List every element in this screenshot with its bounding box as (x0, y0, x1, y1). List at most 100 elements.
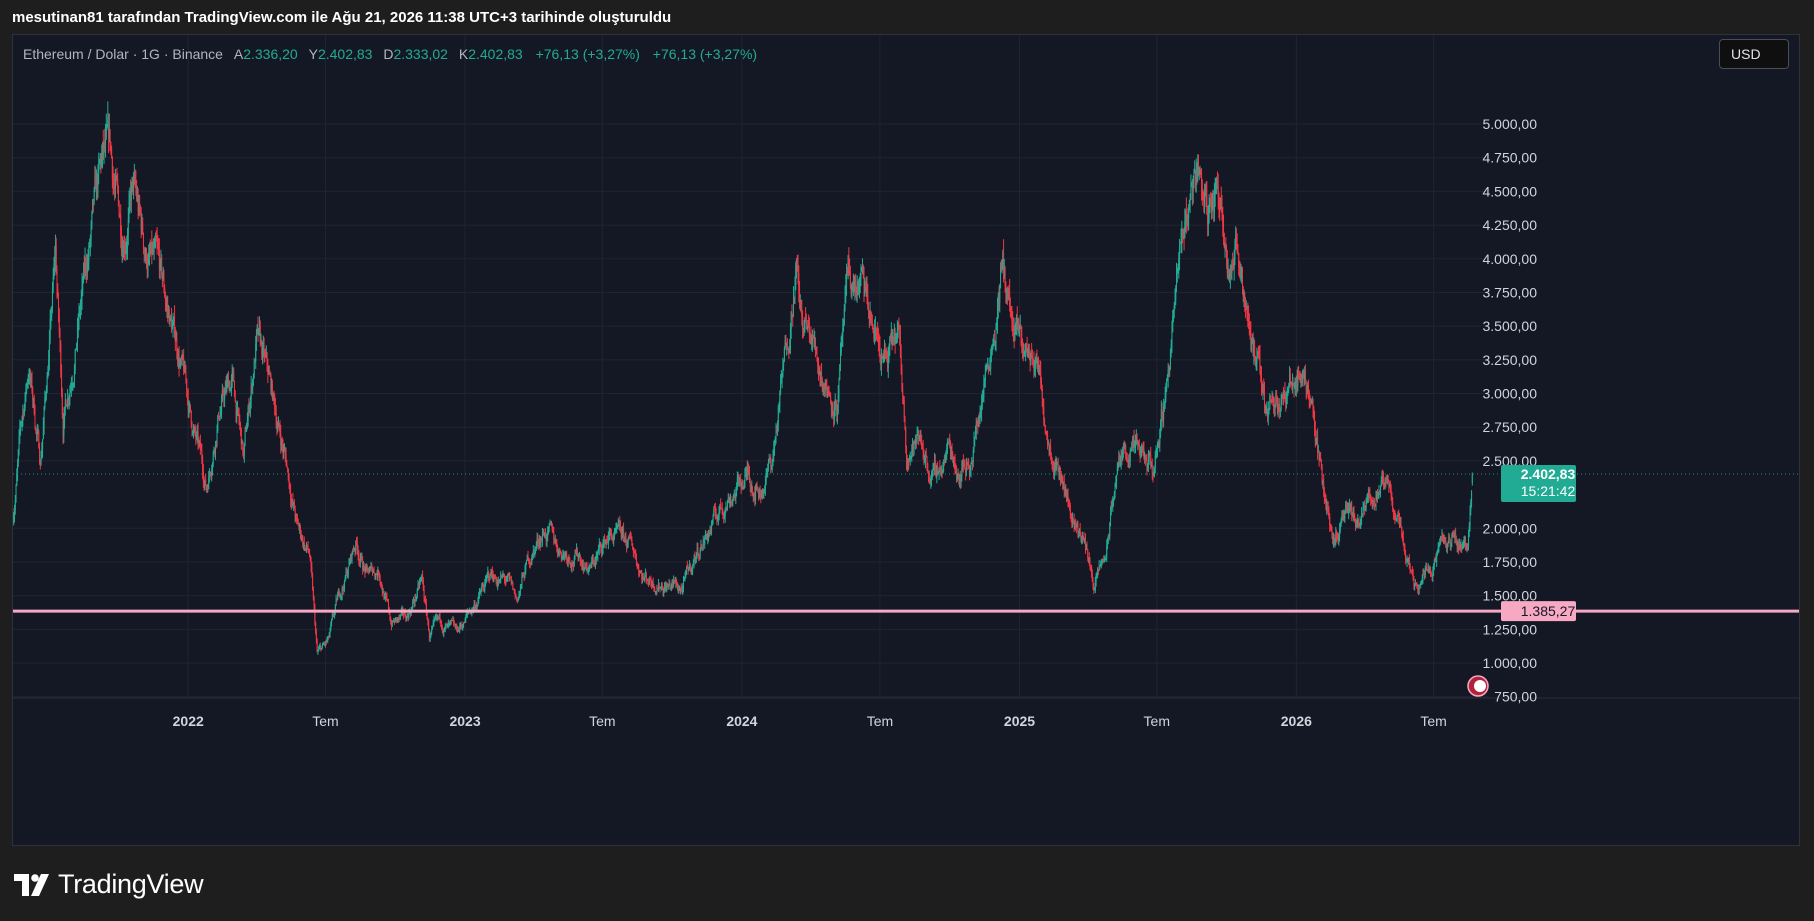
candle-body (340, 595, 342, 597)
candle-body (102, 142, 104, 150)
candle-body (1457, 543, 1459, 548)
candle-body (151, 242, 153, 252)
tradingview-logo[interactable]: TradingView (14, 869, 204, 900)
candle-body (824, 380, 826, 390)
candle-body (1336, 536, 1338, 538)
candle-body (239, 420, 241, 426)
candle-body (338, 590, 340, 594)
candle-body (1345, 504, 1347, 512)
candle-body (1217, 185, 1219, 196)
candle-body (1264, 403, 1266, 413)
candle-body (929, 480, 931, 483)
candle-body (234, 396, 236, 401)
candle-body (1229, 266, 1231, 277)
candle-body (142, 222, 144, 234)
candle-body (747, 469, 749, 473)
candle-body (416, 596, 418, 598)
candle-body (73, 382, 75, 385)
candle-body (568, 557, 570, 559)
level-price-tag (1501, 601, 1576, 622)
candle-body (653, 586, 655, 588)
candle-body (1449, 541, 1451, 547)
candle-body (68, 397, 70, 400)
candle-body (1470, 502, 1472, 511)
candle-body (637, 566, 639, 568)
candle-body (1220, 198, 1222, 206)
candle-body (259, 326, 261, 342)
candle-body (691, 570, 693, 572)
candle-body (647, 580, 649, 583)
candle-body (1395, 518, 1397, 521)
candle-body (719, 503, 721, 507)
candle-body (850, 285, 852, 295)
candle-body (754, 492, 756, 500)
candle-body (571, 563, 573, 569)
candle-body (90, 225, 92, 238)
candle-body (1003, 267, 1005, 271)
candle-body (758, 491, 760, 498)
candle-body (1116, 466, 1118, 475)
candle-body (645, 573, 647, 579)
candle-body (38, 431, 40, 449)
candle-body (1367, 494, 1369, 498)
candle-body (912, 442, 914, 449)
candle-body (208, 472, 210, 478)
candle-body (682, 587, 684, 593)
candle-body (1046, 435, 1048, 437)
candle-body (545, 537, 547, 542)
candle-body (63, 421, 65, 437)
candle-body (498, 581, 500, 583)
candle-body (1266, 409, 1268, 411)
candlestick-chart[interactable]: 5.000,004.750,004.500,004.250,004.000,00… (13, 35, 1800, 846)
candle-body (209, 472, 211, 474)
candle-body (1125, 453, 1127, 459)
candle-body (923, 452, 925, 462)
candle-body (614, 528, 616, 534)
candle-body (142, 233, 144, 248)
symbol-title[interactable]: Ethereum / Dolar · 1G · Binance (23, 46, 223, 62)
candle-body (64, 400, 66, 407)
candle-body (623, 529, 625, 537)
candle-body (1350, 507, 1352, 509)
candle-body (875, 327, 877, 331)
candle-body (1131, 443, 1133, 450)
candle-body (651, 581, 653, 587)
chart-panel[interactable]: 5.000,00 4.750,00 4.500,00 4.250,00 4.000,00… (12, 34, 1800, 846)
candle-body (302, 542, 304, 545)
candle-body (1083, 538, 1085, 541)
candle-body (1420, 582, 1422, 584)
candle-body (792, 314, 794, 316)
candle-body (1122, 445, 1124, 451)
candle-body (424, 598, 426, 601)
candle-body (1465, 548, 1467, 550)
candle-body (23, 411, 25, 415)
close-value: 2.402,83 (468, 46, 523, 62)
candle-body (937, 472, 939, 475)
candle-body (874, 330, 876, 340)
candle-body (735, 490, 737, 499)
candle-body (1151, 463, 1153, 473)
candle-body (73, 369, 75, 383)
candle-body (318, 649, 320, 651)
currency-button[interactable]: USD (1719, 39, 1789, 69)
candle-body (1168, 369, 1170, 372)
candle-body (1034, 366, 1036, 371)
candle-body (378, 570, 380, 574)
candle-body (1227, 269, 1229, 273)
candle-body (918, 434, 920, 439)
candle-body (251, 385, 253, 389)
candle-body (1072, 518, 1074, 524)
candle-body (807, 320, 809, 329)
candle-body (569, 558, 571, 563)
candle-body (1283, 391, 1285, 398)
candle-body (1088, 557, 1090, 563)
candle-body (345, 571, 347, 578)
candle-body (484, 583, 486, 591)
candle-body (1344, 511, 1346, 519)
candle-body (420, 577, 422, 581)
time-axis-label: 2024 (726, 713, 757, 729)
candle-body (1331, 527, 1333, 537)
candle-body (157, 242, 159, 246)
candle-body (791, 311, 793, 315)
candle-body (167, 309, 169, 311)
